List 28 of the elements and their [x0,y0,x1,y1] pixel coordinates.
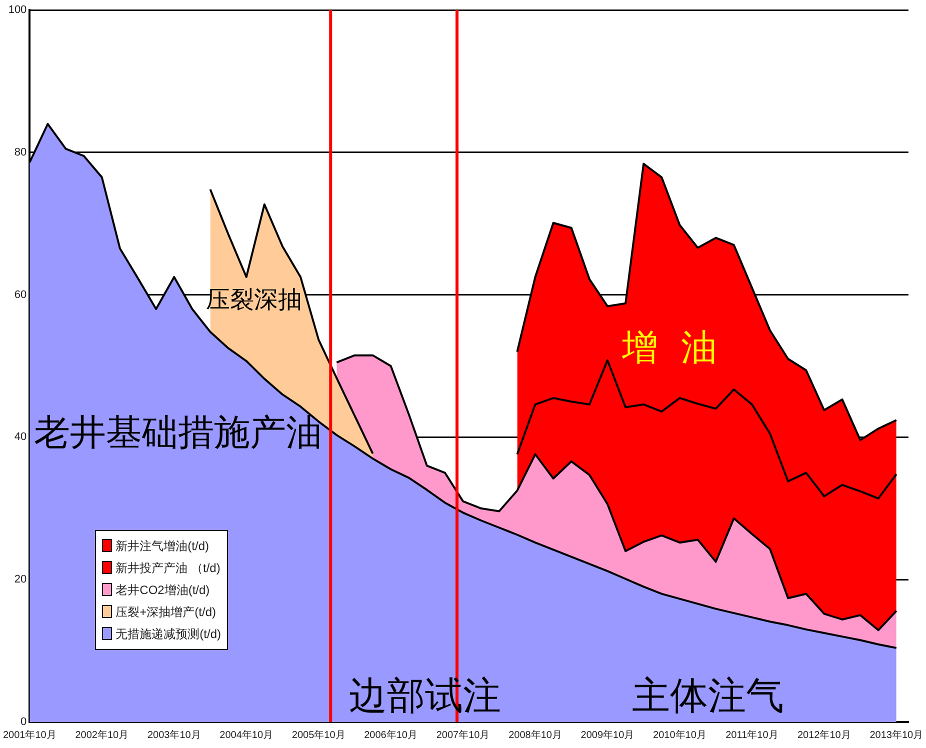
x-tick-label: 2003年10月 [147,728,201,741]
legend-label: 老井CO2增油(t/d) [116,583,210,597]
annotation: 主体注气 [632,673,784,718]
y-tick-label: 20 [14,574,27,586]
x-tick-label: 2004年10月 [220,728,274,741]
legend-label: 新井投产产油 （t/d) [116,561,220,575]
x-tick-label: 2011年10月 [726,728,778,741]
x-tick-label: 2006年10月 [364,728,418,741]
annotation: 增 油 [620,328,717,369]
legend-label: 新井注气增油(t/d) [116,539,210,553]
legend-label: 无措施递减预测(t/d) [116,627,222,641]
x-tick-label: 2001年10月 [2,728,56,741]
x-tick-label: 2010年10月 [653,728,706,741]
y-tick-label: 0 [20,716,27,728]
y-tick-label: 100 [8,4,27,16]
x-tick-label: 2002年10月 [75,728,129,741]
annotation: 压裂深抽 [206,285,302,314]
x-tick-label: 2009年10月 [580,728,634,741]
y-tick-label: 80 [14,146,27,158]
legend-label: 压裂+深抽增产(t/d) [116,605,216,619]
x-tick-label: 2005年10月 [292,728,346,741]
annotation: 老井基础措施产油 [34,412,322,454]
x-tick-label: 2012年10月 [797,728,851,741]
x-tick-label: 2007年10月 [436,728,490,741]
x-tick-label: 2013年10月 [870,728,924,741]
x-tick-label: 2008年10月 [508,728,562,741]
y-tick-label: 60 [14,288,27,301]
y-tick-label: 40 [14,431,27,444]
